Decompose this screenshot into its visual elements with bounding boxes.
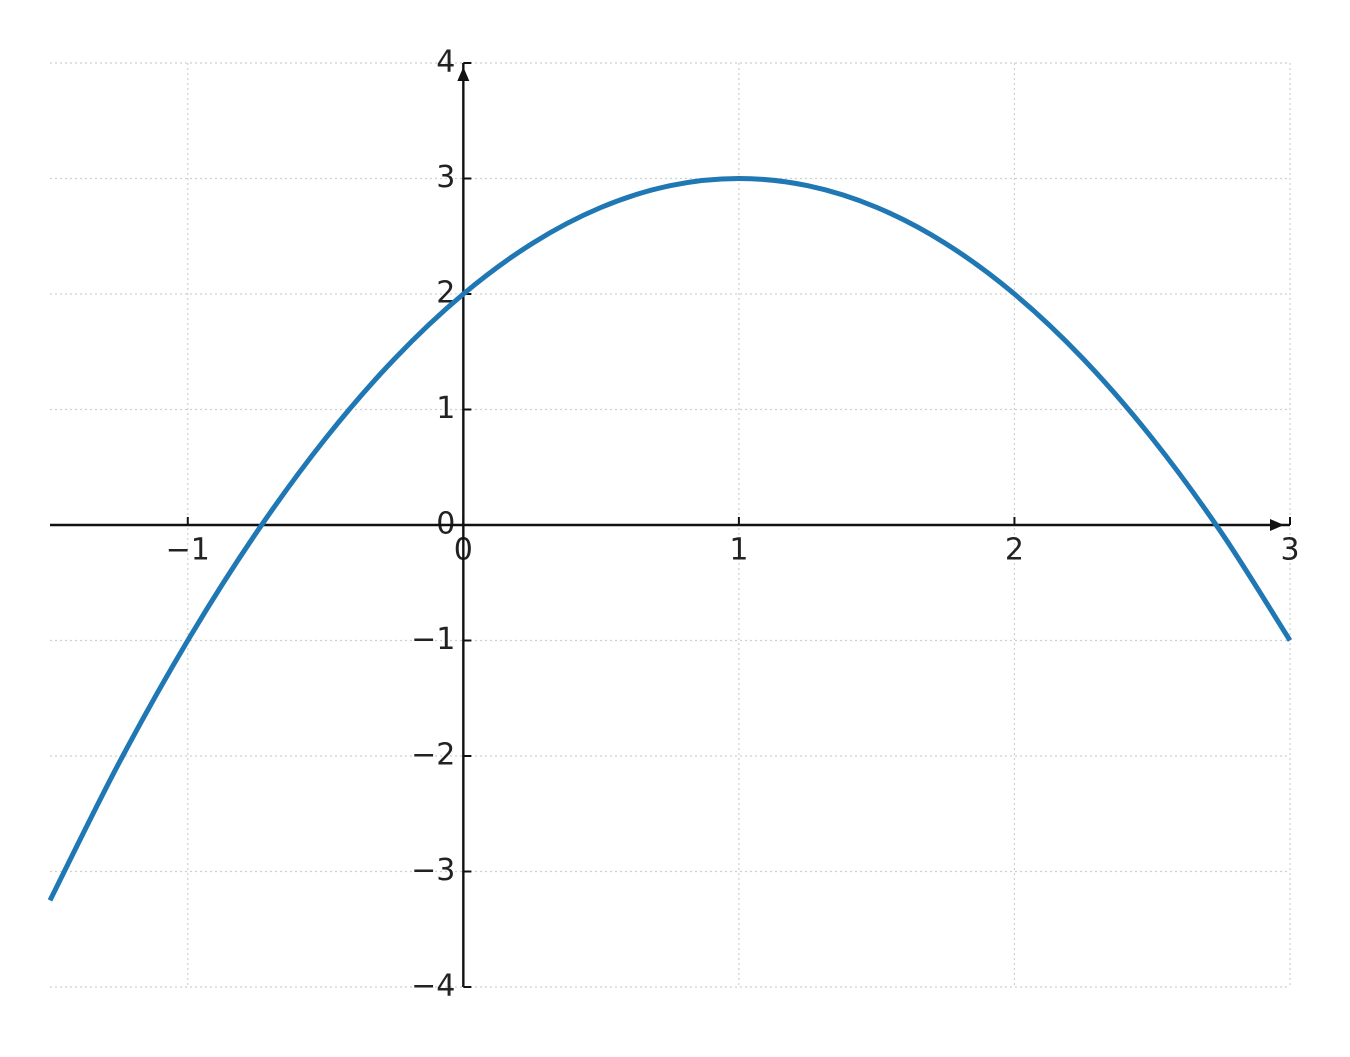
x-tick-label: 1 bbox=[729, 533, 748, 568]
y-tick-label: 3 bbox=[436, 160, 455, 195]
x-tick-label: −1 bbox=[166, 533, 210, 568]
y-tick-label: −1 bbox=[411, 622, 455, 657]
x-axis-arrow bbox=[1270, 519, 1284, 531]
x-tick-label: 2 bbox=[1005, 533, 1024, 568]
curve bbox=[47, 176, 1293, 902]
y-tick-label: −3 bbox=[411, 853, 455, 888]
y-tick-label: 1 bbox=[436, 391, 455, 426]
y-tick-label: −2 bbox=[411, 738, 455, 773]
x-tick-label: 3 bbox=[1280, 533, 1299, 568]
plot-area bbox=[47, 176, 1293, 902]
y-tick-label: −4 bbox=[411, 969, 455, 1004]
y-axis-arrow bbox=[457, 67, 470, 81]
y-tick-label: 4 bbox=[436, 45, 455, 80]
